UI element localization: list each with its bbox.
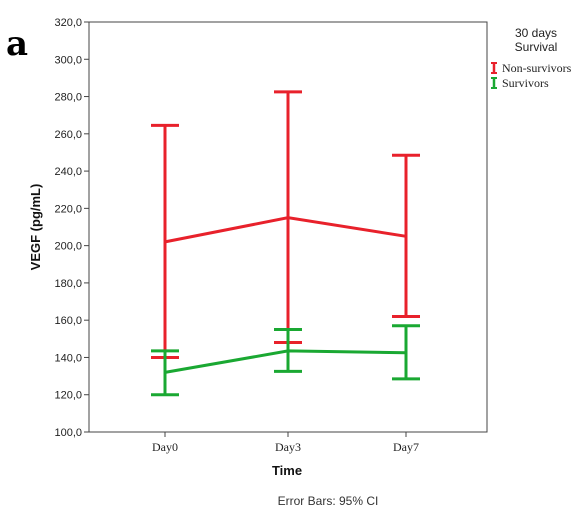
x-category-label: Day3 [275, 440, 301, 454]
legend-label-non-survivors: Non-survivors [502, 61, 572, 75]
mean-line-survivors [164, 349, 407, 374]
y-tick-label: 240,0 [54, 166, 82, 178]
y-tick-label: 140,0 [54, 352, 82, 364]
y-tick-label: 320,0 [54, 17, 82, 29]
legend-label-survivors: Survivors [502, 76, 549, 90]
x-axis-title: Time [272, 463, 302, 478]
panel-label: a [6, 24, 28, 64]
error-bars-footnote: Error Bars: 95% CI [278, 494, 379, 508]
y-tick-label: 100,0 [54, 427, 82, 439]
y-axis: 100,0 120,0 140,0 160,0 180,0 200,0 220,0 240,0… [54, 17, 89, 439]
legend-title-line1: 30 days [515, 26, 557, 40]
y-tick-label: 180,0 [54, 278, 82, 290]
y-tick-label: 280,0 [54, 92, 82, 104]
y-tick-label: 200,0 [54, 241, 82, 253]
legend-item-non-survivors: Non-survivors [491, 61, 572, 75]
y-tick-label: 260,0 [54, 129, 82, 141]
series-layer [151, 90, 420, 397]
legend-title-line2: Survival [515, 40, 558, 54]
legend-item-survivors: Survivors [491, 76, 549, 90]
x-category-label: Day0 [152, 440, 178, 454]
mean-line-non-survivors [164, 216, 407, 244]
y-tick-label: 160,0 [54, 315, 82, 327]
x-axis: Day0 Day3 Day7 [152, 432, 419, 454]
series-survivors [151, 324, 420, 397]
series-non-survivors [151, 90, 420, 359]
x-category-label: Day7 [393, 440, 419, 454]
y-tick-label: 300,0 [54, 54, 82, 66]
y-tick-label: 120,0 [54, 390, 82, 402]
y-axis-title: VEGF (pg/mL) [28, 184, 43, 271]
y-tick-label: 220,0 [54, 203, 82, 215]
